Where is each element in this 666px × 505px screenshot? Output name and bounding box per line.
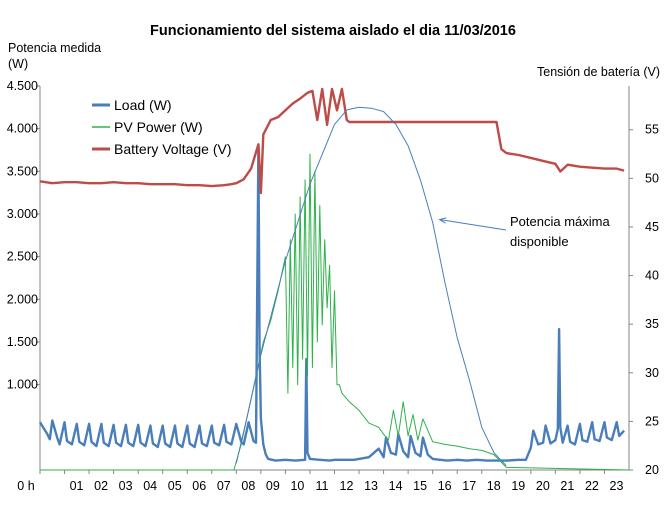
x-tick-label: 15: [413, 479, 427, 493]
x-tick-label: 13: [364, 479, 378, 493]
y-tick-label: 1.000: [7, 378, 38, 392]
x-tick-label: 09: [266, 479, 280, 493]
y-tick-label: 2.000: [7, 292, 38, 306]
x-tick-label: 06: [192, 479, 206, 493]
annotation-arrow-head: [438, 217, 447, 224]
plot-area: 1.000 1.500 2.000 2.500 3.000 3.500 4.000 4.500…: [7, 79, 659, 493]
y2-tick-label: 20: [645, 463, 659, 477]
x-tick-label: 20: [536, 479, 550, 493]
y2-tick-label: 40: [645, 269, 659, 283]
x-tick-label: 14: [389, 479, 403, 493]
y-axis-label: Potencia medida (W): [8, 41, 105, 71]
x-tick-label: 07: [217, 479, 231, 493]
chart-title: Funcionamiento del sistema aislado el di…: [150, 23, 516, 39]
y2-tick-label: 25: [645, 414, 659, 428]
x-tick-label: 02: [94, 479, 108, 493]
y2-axis-label: Tensión de batería (V): [537, 65, 660, 79]
x-tick-label: 16: [438, 479, 452, 493]
y-tick-label: 2.500: [7, 250, 38, 264]
annotation-arrow-line: [439, 219, 507, 231]
x-tick-label: 0 h: [17, 479, 34, 493]
legend-item-battery-voltage-label: Battery Voltage (V): [114, 141, 232, 157]
series-max-power-line: [235, 106, 507, 467]
y-axis-label-line-2: (W): [8, 57, 28, 71]
x-tick-label: 17: [462, 479, 476, 493]
legend-item-pv-power-label: PV Power (W): [114, 119, 203, 135]
x-tick-label: 03: [119, 479, 133, 493]
legend-item-load-label: Load (W): [114, 97, 172, 113]
y2-tick-label: 55: [645, 123, 659, 137]
y-tick-label: 3.000: [7, 207, 38, 221]
x-tick-label: 18: [487, 479, 501, 493]
y2-tick-label: 35: [645, 317, 659, 331]
y2-tick-label: 30: [645, 366, 659, 380]
series-load-line: [38, 144, 625, 462]
x-tick-label: 12: [340, 479, 354, 493]
x-tick-label: 01: [70, 479, 84, 493]
y-tick-label: 4.500: [7, 79, 38, 93]
x-tick-label: 22: [585, 479, 599, 493]
y-tick-label: 1.500: [7, 335, 38, 349]
annotation-text-line: Potencia máxima: [510, 214, 610, 229]
x-tick-label: 11: [315, 479, 328, 493]
y-tick-label: 4.000: [7, 122, 38, 136]
x-tick-label: 23: [610, 479, 624, 493]
y-tick-label: 3.500: [7, 164, 38, 178]
x-tick-label: 05: [168, 479, 182, 493]
x-tick-label: 08: [241, 479, 255, 493]
annotation-text-line: disponible: [510, 234, 569, 249]
x-tick-label: 10: [290, 479, 304, 493]
x-tick-label: 21: [560, 479, 574, 493]
y2-tick-label: 45: [645, 220, 659, 234]
series-battery-voltage-line: [39, 87, 625, 195]
series-pv-power-line: [40, 153, 630, 471]
y2-tick-label: 50: [645, 171, 659, 185]
x-tick-label: 04: [143, 479, 157, 493]
x-tick-label: 19: [511, 479, 525, 493]
y-axis-label-line-1: Potencia medida: [8, 41, 101, 55]
